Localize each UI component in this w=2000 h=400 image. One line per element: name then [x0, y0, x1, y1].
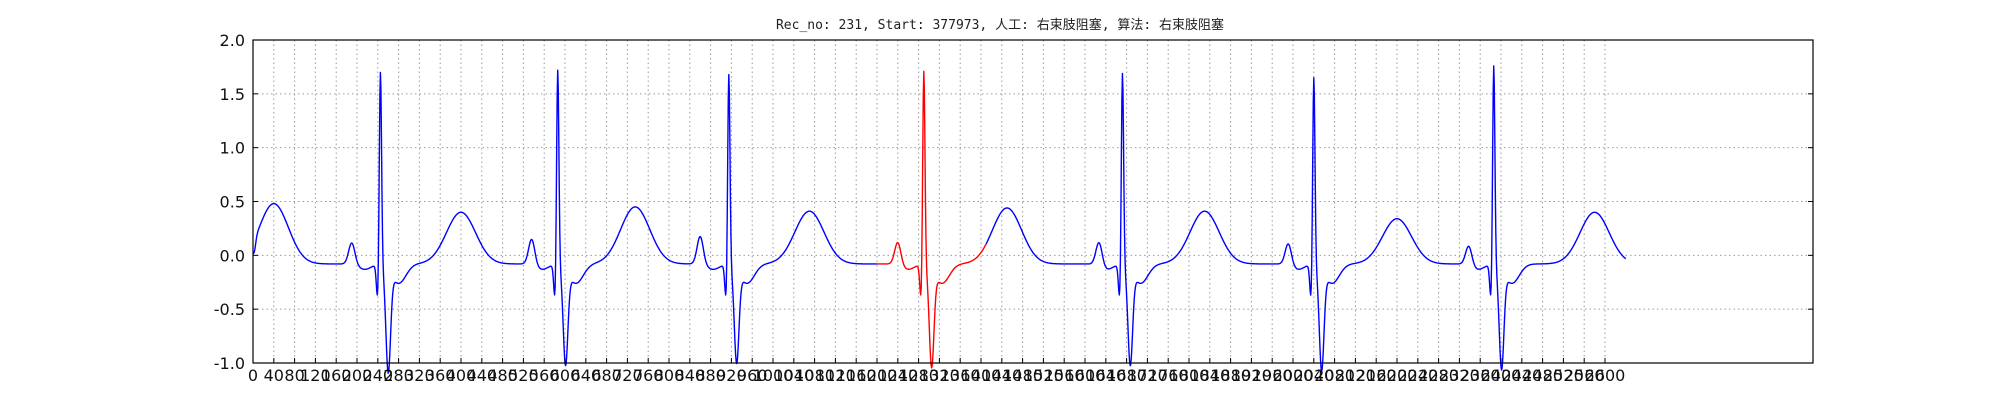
- x-tick-label: 1240: [877, 366, 918, 385]
- x-tick-label: 1880: [1210, 366, 1251, 385]
- x-axis-ticks: 0 40 8012016020024028032036040044048052056…: [248, 358, 1625, 385]
- x-tick-label: 600: [550, 366, 581, 385]
- x-tick-label: 2360: [1460, 366, 1501, 385]
- x-tick-label: 2560: [1564, 366, 1605, 385]
- x-tick-label: 2520: [1543, 366, 1584, 385]
- x-tick-label: 2000: [1273, 366, 1314, 385]
- x-tick-label: 640: [571, 366, 602, 385]
- x-tick-label: 360: [425, 366, 456, 385]
- x-tick-label: 440: [467, 366, 498, 385]
- x-tick-label: 2080: [1314, 366, 1355, 385]
- y-tick-label: 2.0: [220, 31, 245, 50]
- x-tick-label: 160: [321, 366, 352, 385]
- y-tick-label: 1.0: [220, 139, 245, 158]
- x-tick-label: 200: [342, 366, 373, 385]
- x-tick-label: 840: [675, 366, 706, 385]
- y-axis-ticks: -1.0 -0.5 0.0 0.5 1.0 1.5 2.0: [214, 31, 1813, 373]
- x-tick-label: 80: [284, 366, 304, 385]
- x-tick-label: 1600: [1065, 366, 1106, 385]
- x-tick-label: 2040: [1293, 366, 1334, 385]
- x-tick-label: 2280: [1418, 366, 1459, 385]
- x-tick-label: 1200: [857, 366, 898, 385]
- x-tick-label: 2160: [1356, 366, 1397, 385]
- x-tick-label: 2240: [1397, 366, 1438, 385]
- x-tick-label: 1960: [1252, 366, 1293, 385]
- x-tick-label: 560: [529, 366, 560, 385]
- grid: [252, 39, 1813, 364]
- x-tick-label: 1480: [1002, 366, 1043, 385]
- ecg-trace-normal: [252, 69, 878, 374]
- x-tick-label: 0: [248, 366, 258, 385]
- y-tick-label: 0.0: [220, 246, 245, 265]
- x-tick-label: 280: [383, 366, 414, 385]
- x-tick-label: 2200: [1377, 366, 1418, 385]
- x-tick-label: 2600: [1585, 366, 1626, 385]
- x-tick-label: 1840: [1189, 366, 1230, 385]
- x-tick-label: 880: [695, 366, 726, 385]
- x-tick-label: 1520: [1023, 366, 1064, 385]
- x-tick-label: 1720: [1127, 366, 1168, 385]
- x-tick-label: 120: [300, 366, 331, 385]
- x-tick-label: 2480: [1522, 366, 1563, 385]
- x-tick-label: 2120: [1335, 366, 1376, 385]
- x-tick-label: 720: [612, 366, 643, 385]
- x-tick-label: 960: [737, 366, 768, 385]
- x-tick-label: 1320: [919, 366, 960, 385]
- x-tick-label: 1560: [1044, 366, 1085, 385]
- x-tick-label: 1360: [940, 366, 981, 385]
- x-tick-label: 800: [654, 366, 685, 385]
- x-tick-label: 1080: [794, 366, 835, 385]
- x-tick-label: 320: [404, 366, 435, 385]
- x-tick-label: 1680: [1106, 366, 1147, 385]
- x-tick-label: 1400: [961, 366, 1002, 385]
- x-tick-label: 40: [264, 366, 284, 385]
- x-tick-label: 2400: [1481, 366, 1522, 385]
- x-tick-label: 2440: [1501, 366, 1542, 385]
- x-tick-label: 1760: [1148, 366, 1189, 385]
- x-tick-label: 1040: [773, 366, 814, 385]
- x-tick-label: 1440: [981, 366, 1022, 385]
- x-tick-label: 920: [716, 366, 747, 385]
- x-tick-label: 1920: [1231, 366, 1272, 385]
- x-tick-label: 1280: [898, 366, 939, 385]
- x-tick-label: 240: [363, 366, 394, 385]
- x-tick-label: 1120: [815, 366, 856, 385]
- y-tick-label: 1.5: [220, 85, 245, 104]
- x-tick-label: 1000: [753, 366, 794, 385]
- x-tick-label: 1640: [1085, 366, 1126, 385]
- y-tick-label: -1.0: [214, 354, 245, 373]
- chart-title: Rec_no: 231, Start: 377973, 人工: 右束肢阻塞, 算…: [776, 17, 1224, 33]
- x-tick-label: 1160: [836, 366, 877, 385]
- ecg-trace-normal: [985, 65, 1627, 372]
- x-tick-label: 680: [591, 366, 622, 385]
- x-tick-label: 400: [446, 366, 477, 385]
- y-tick-label: -0.5: [214, 300, 245, 319]
- x-tick-label: 760: [633, 366, 664, 385]
- x-tick-label: 480: [487, 366, 518, 385]
- ecg-trace-highlighted: [876, 70, 987, 369]
- y-tick-label: 0.5: [220, 193, 245, 212]
- x-tick-label: 520: [508, 366, 539, 385]
- x-tick-label: 2320: [1439, 366, 1480, 385]
- x-tick-label: 1800: [1169, 366, 1210, 385]
